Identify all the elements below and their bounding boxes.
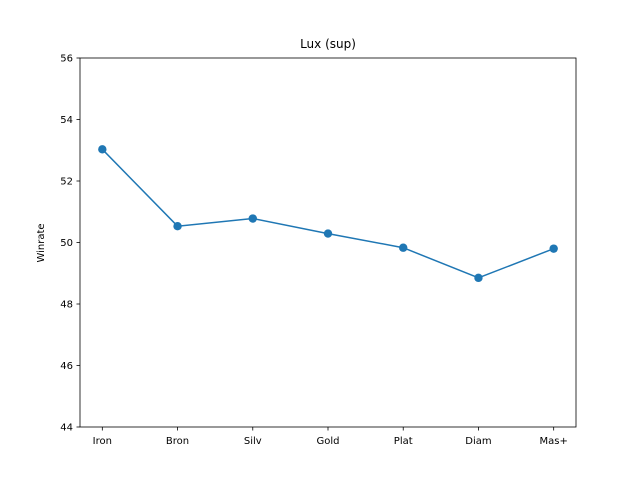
y-tick-label: 54: [60, 115, 73, 126]
x-tick-label: Diam: [465, 436, 491, 447]
x-tick-label: Bron: [166, 436, 189, 447]
y-axis-label: Winrate: [36, 223, 47, 262]
plot-area: 44 46 48 50 52 54 56 Iron Bron Silv Gold Plat Diam Ma…: [60, 54, 577, 447]
y-tick-label: 46: [60, 361, 73, 372]
y-tick-label: 48: [60, 300, 73, 311]
data-point: [98, 145, 107, 154]
data-point: [173, 222, 182, 231]
data-point: [323, 229, 333, 238]
y-tick-label: 52: [60, 177, 73, 188]
y-tick-label: 56: [60, 54, 73, 65]
data-point: [549, 244, 558, 253]
x-tick-label: Plat: [394, 436, 413, 447]
y-tick-label: 50: [60, 238, 73, 249]
data-point: [399, 243, 408, 252]
y-tick-label: 44: [60, 423, 73, 434]
data-point: [248, 214, 257, 223]
chart-title: Lux (sup): [300, 37, 356, 51]
x-tick-label: Iron: [93, 436, 112, 447]
x-tick-label: Gold: [317, 436, 340, 447]
x-tick-label: Mas+: [540, 436, 568, 447]
x-tick-label: Silv: [244, 436, 262, 447]
data-point: [474, 273, 483, 283]
